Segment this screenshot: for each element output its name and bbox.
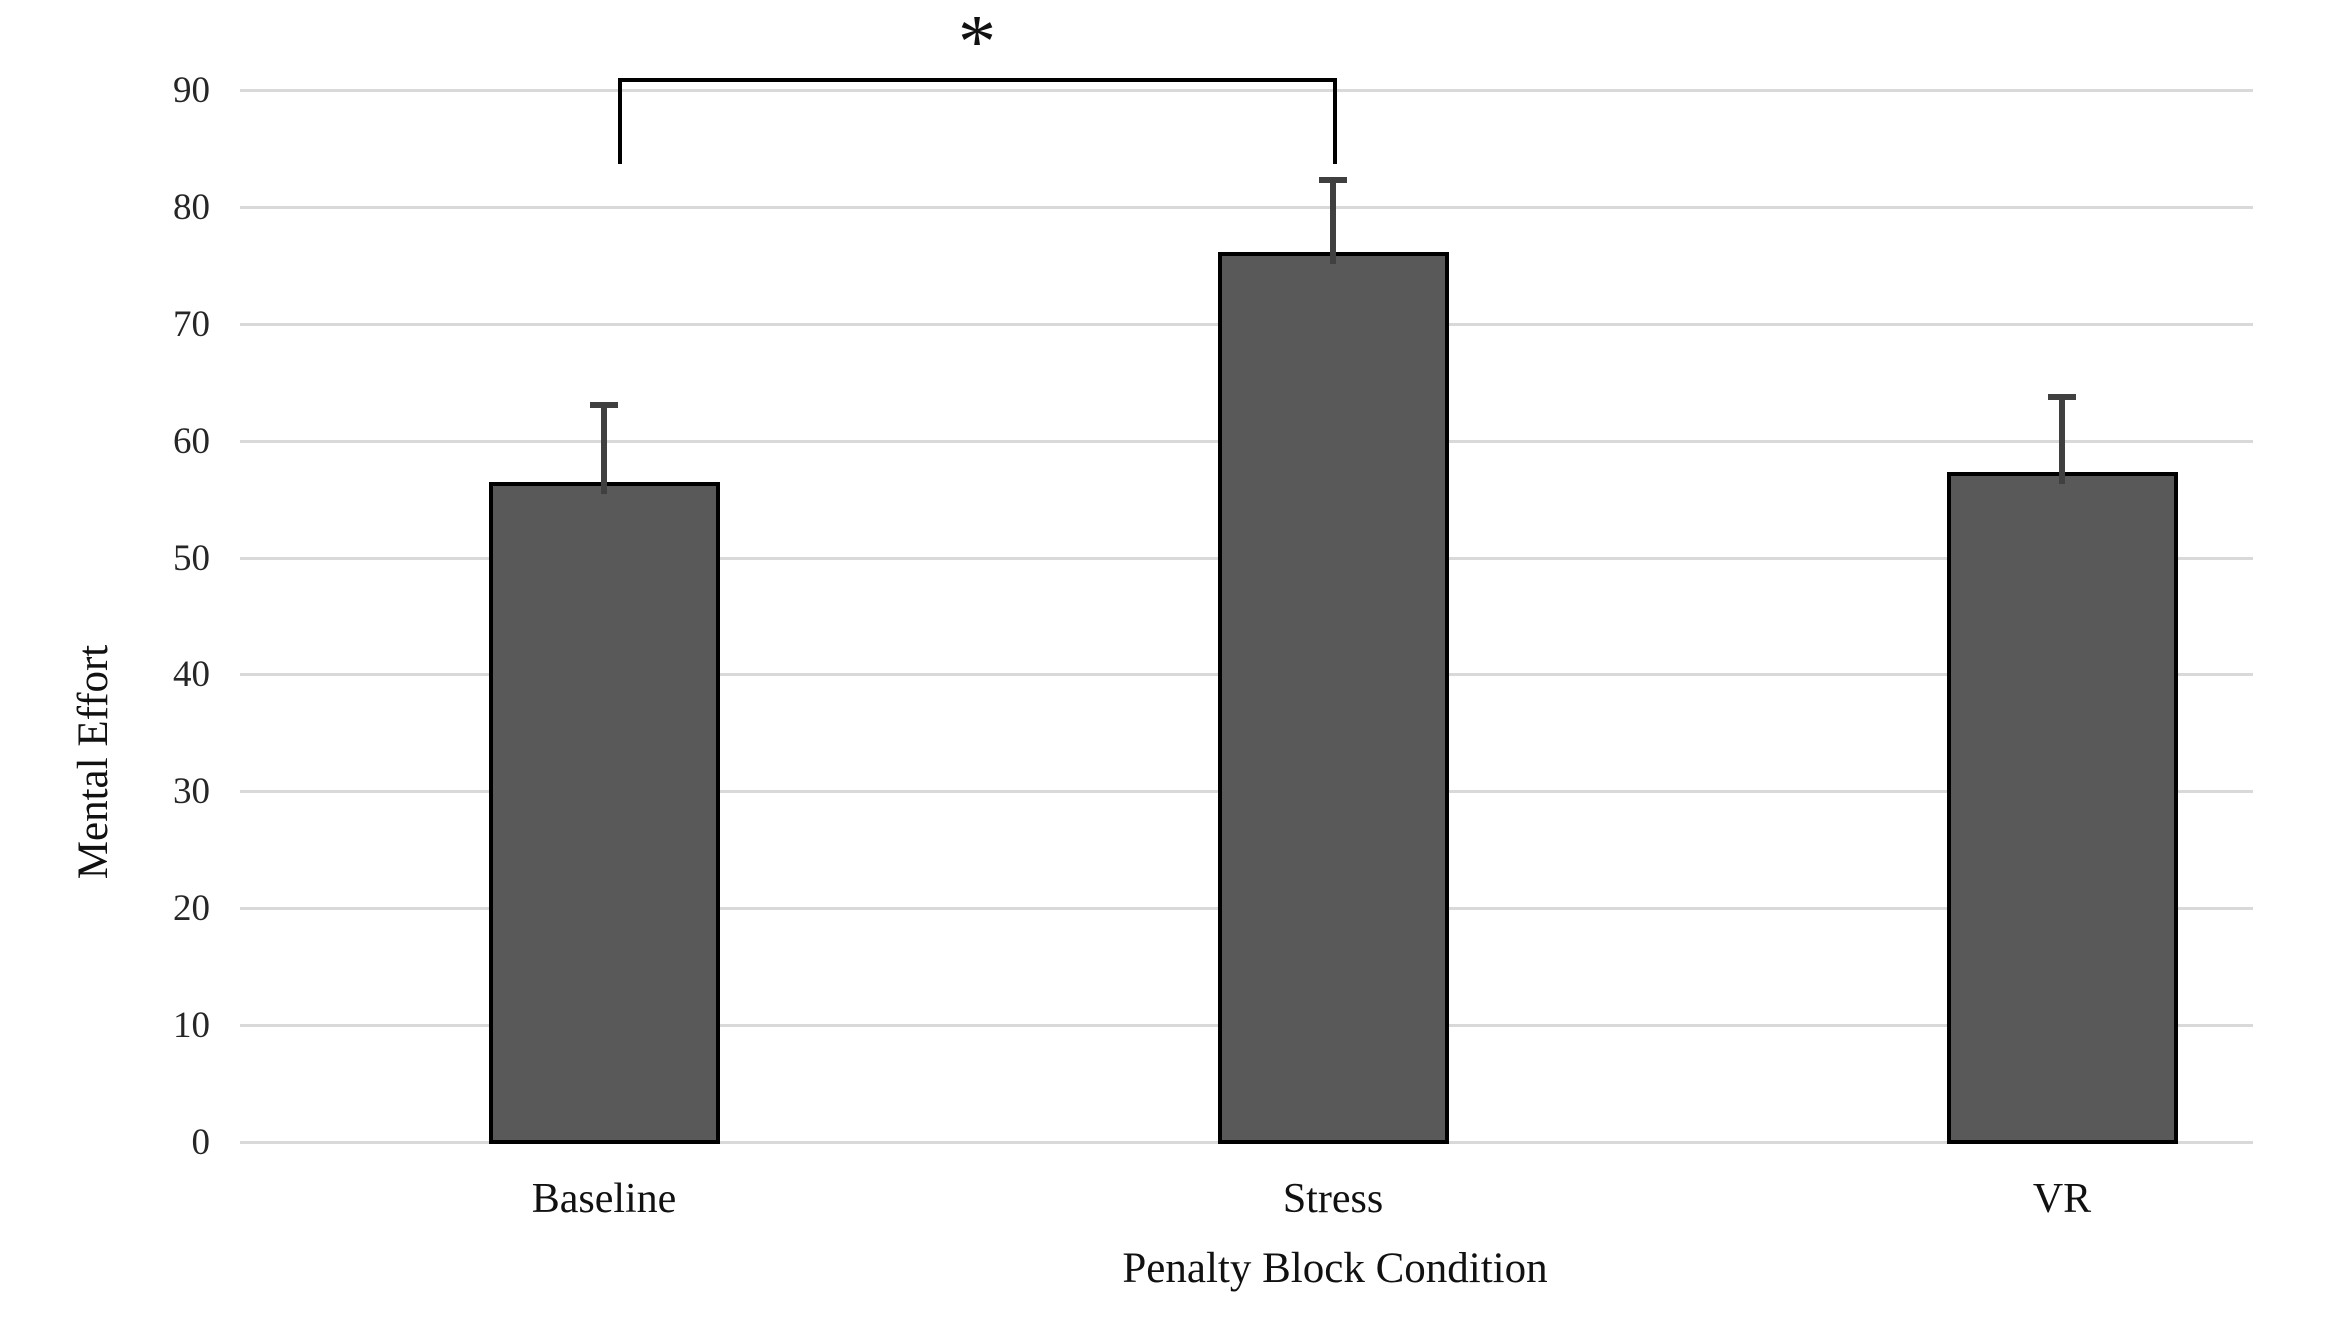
error-bar-cap bbox=[2048, 393, 2076, 400]
error-bar-stem bbox=[601, 405, 607, 495]
bar-stress bbox=[1217, 252, 1449, 1144]
x-axis-title: Penalty Block Condition bbox=[1122, 1245, 1548, 1292]
error-bar-stem bbox=[2059, 396, 2065, 484]
bar-vr bbox=[1946, 471, 2178, 1144]
x-tick-label-stress: Stress bbox=[1282, 1176, 1384, 1222]
significance-asterisk: * bbox=[958, 0, 996, 84]
x-tick-label-baseline: Baseline bbox=[531, 1176, 677, 1222]
y-tick-label: 10 bbox=[173, 1004, 210, 1046]
y-tick-label: 60 bbox=[173, 420, 210, 462]
error-bar-stem bbox=[1330, 179, 1336, 265]
y-tick-label: 90 bbox=[173, 70, 210, 112]
x-tick-label-vr: VR bbox=[2032, 1176, 2092, 1222]
y-tick-label: 40 bbox=[173, 654, 210, 696]
y-axis-title: Mental Effort bbox=[70, 644, 117, 880]
y-tick-label: 70 bbox=[173, 304, 210, 346]
gridline bbox=[240, 89, 2253, 93]
significance-bracket bbox=[618, 78, 1337, 164]
y-tick-label: 80 bbox=[173, 187, 210, 229]
y-tick-label: 30 bbox=[173, 771, 210, 813]
y-tick-label: 0 bbox=[191, 1121, 211, 1163]
error-bar-cap bbox=[1319, 176, 1347, 183]
y-tick-label: 20 bbox=[173, 887, 210, 929]
gridline bbox=[240, 206, 2253, 210]
y-tick-label: 50 bbox=[173, 537, 210, 579]
error-bar-cap bbox=[590, 402, 618, 409]
bar-baseline bbox=[488, 482, 720, 1144]
